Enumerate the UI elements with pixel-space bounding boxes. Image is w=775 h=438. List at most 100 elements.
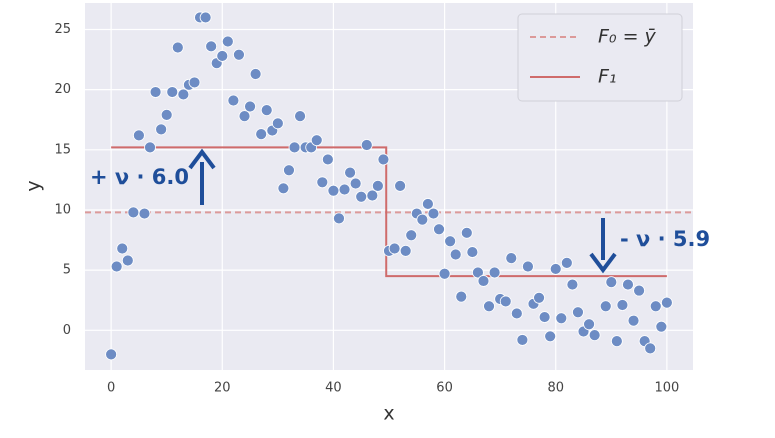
point <box>505 252 518 264</box>
point <box>244 100 256 113</box>
point <box>616 299 629 311</box>
point <box>633 284 645 297</box>
point <box>583 318 595 331</box>
point <box>271 117 284 130</box>
x-tick-label: 100 <box>654 381 679 396</box>
legend-label: F₀ = ȳ <box>598 26 657 48</box>
point <box>127 206 140 219</box>
point <box>660 296 673 309</box>
point <box>544 330 557 343</box>
point <box>649 300 662 313</box>
point <box>488 266 501 279</box>
point <box>555 312 568 325</box>
point <box>355 190 368 203</box>
point <box>149 86 162 98</box>
y-tick-label: 5 <box>63 263 71 278</box>
point <box>105 348 118 361</box>
point <box>627 314 640 327</box>
point <box>349 177 362 190</box>
point <box>160 109 173 121</box>
point <box>510 307 523 320</box>
point <box>310 134 323 147</box>
point <box>221 35 234 48</box>
point <box>344 166 356 179</box>
point <box>233 48 245 61</box>
point <box>338 183 351 196</box>
x-axis-label: x <box>383 403 394 425</box>
point <box>288 141 301 154</box>
point <box>277 182 290 195</box>
x-tick-label: 0 <box>107 381 115 396</box>
point <box>416 213 429 226</box>
y-tick-label: 0 <box>63 323 71 338</box>
arrow-head <box>589 252 617 274</box>
point <box>388 242 401 255</box>
point <box>538 311 551 323</box>
point <box>249 68 262 80</box>
y-tick-label: 25 <box>54 22 71 37</box>
point <box>171 41 184 54</box>
legend-label: F₁ <box>598 66 617 88</box>
point <box>327 184 340 197</box>
point <box>599 300 612 313</box>
point <box>138 207 151 220</box>
point <box>499 295 512 308</box>
x-tick-label: 40 <box>325 381 342 396</box>
point <box>566 278 579 291</box>
point <box>377 153 390 166</box>
x-tick-label: 60 <box>436 381 453 396</box>
point <box>227 94 240 107</box>
point <box>177 88 190 101</box>
point <box>422 198 434 210</box>
point <box>199 11 212 24</box>
annotation: + ν · 6.0 <box>90 165 189 189</box>
point <box>460 226 473 239</box>
point <box>405 229 418 242</box>
point <box>166 86 179 98</box>
point <box>477 275 490 287</box>
point <box>155 123 168 136</box>
point <box>610 335 623 348</box>
y-axis-label: y <box>23 180 45 191</box>
point <box>549 263 562 275</box>
point <box>455 290 468 303</box>
point <box>216 50 229 62</box>
point <box>366 189 379 202</box>
point <box>283 164 295 177</box>
point <box>360 139 373 151</box>
legend-box <box>517 13 683 102</box>
point <box>516 334 529 346</box>
point <box>466 246 479 258</box>
point <box>433 223 445 236</box>
point <box>444 235 457 248</box>
point <box>644 342 657 355</box>
point <box>321 153 334 166</box>
arrow-head <box>188 148 216 170</box>
x-tick-label: 20 <box>214 381 231 396</box>
point <box>294 110 306 123</box>
y-tick-label: 10 <box>54 202 71 217</box>
point <box>371 179 384 192</box>
point <box>144 141 156 154</box>
point <box>572 306 584 319</box>
point <box>110 260 123 273</box>
point <box>260 104 273 116</box>
step-line <box>111 146 667 278</box>
point <box>655 320 668 333</box>
point <box>438 267 451 280</box>
point <box>427 207 440 220</box>
point <box>399 244 412 257</box>
point <box>116 242 129 255</box>
x-tick-label: 80 <box>547 381 564 396</box>
point <box>316 176 329 189</box>
y-tick-label: 15 <box>54 142 71 157</box>
point <box>188 76 201 89</box>
point <box>205 40 218 53</box>
point <box>238 110 251 123</box>
point <box>121 254 134 267</box>
point <box>472 266 484 279</box>
point <box>483 300 495 313</box>
y-tick-label: 20 <box>54 82 71 97</box>
point <box>255 128 268 141</box>
